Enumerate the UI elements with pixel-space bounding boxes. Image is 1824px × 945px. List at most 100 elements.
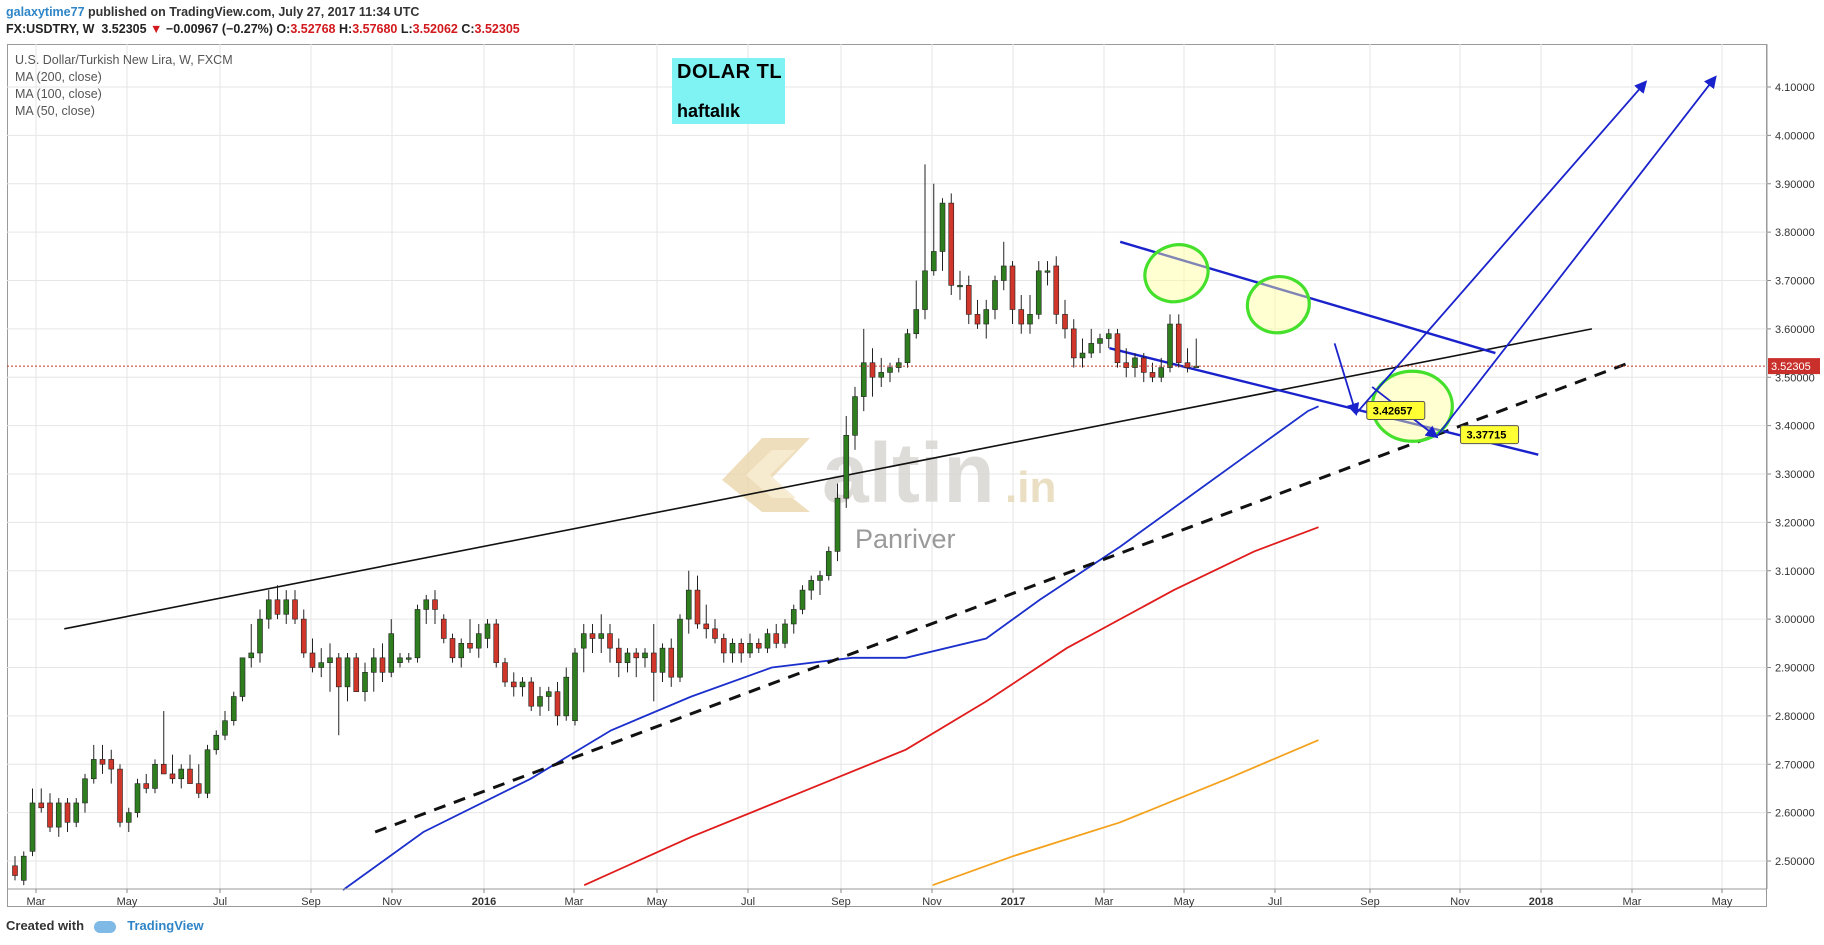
candle [563, 667, 570, 721]
candle [432, 590, 438, 624]
price-callout-label: 3.42657 [1373, 405, 1413, 417]
candle-body [878, 372, 885, 378]
watermark-logo-inner-icon [746, 450, 796, 498]
candle [292, 590, 298, 624]
candle [1027, 295, 1033, 334]
candle-body [187, 768, 193, 784]
quote-bar: FX:USDTRY, W 3.52305 ▼ −0.00967 (−0.27%)… [6, 21, 520, 37]
candle-body [922, 270, 928, 310]
price-callout-label: 3.37715 [1467, 430, 1507, 442]
candle-body [510, 681, 517, 688]
close-value: 3.52305 [474, 22, 520, 36]
candle [64, 798, 71, 832]
ma200-line [932, 739, 1319, 887]
candle-body [283, 599, 290, 615]
candles [12, 164, 1200, 886]
candle [73, 798, 80, 828]
watermark: altin .in Panriver [722, 426, 1056, 554]
text-annotation-box[interactable]: DOLAR TL haftalık [672, 58, 785, 124]
candle-body [1062, 314, 1068, 330]
tradingview-link[interactable]: TradingView [127, 918, 204, 933]
tradingview-cloud-icon [93, 920, 116, 933]
candle-body [1123, 362, 1130, 368]
candle [554, 682, 561, 726]
candle [213, 730, 220, 755]
candle [1132, 353, 1138, 378]
candle-body [668, 647, 675, 678]
candle-body [29, 802, 36, 852]
candle-body [55, 802, 62, 828]
y-tick-label: 3.00000 [1775, 614, 1815, 626]
candle-body [160, 763, 167, 775]
candle-body [860, 362, 867, 397]
candle-body [20, 855, 27, 881]
author-link[interactable]: galaxytime77 [6, 5, 85, 19]
chart-grid [7, 44, 1767, 889]
candle [615, 638, 622, 678]
candle [414, 604, 421, 663]
candle-body [1167, 323, 1173, 368]
close-label: C: [461, 22, 475, 36]
x-tick-label: Jul [1268, 896, 1282, 908]
candle [300, 609, 307, 658]
candle-body [1097, 338, 1103, 344]
annotation-line2: haftalık [677, 101, 741, 121]
candle [484, 619, 491, 649]
candle-body [1175, 323, 1182, 364]
candle-body [843, 434, 850, 499]
candle-body [370, 657, 377, 673]
candle-body [274, 599, 281, 615]
candle-body [440, 618, 447, 639]
candle-body [1088, 343, 1095, 354]
candle [738, 638, 745, 663]
candle-body [1140, 357, 1147, 373]
candle [458, 638, 465, 668]
candle [257, 609, 263, 663]
candle-body [423, 599, 430, 610]
candle [712, 619, 718, 644]
y-tick-label: 2.50000 [1775, 856, 1815, 868]
projection-arrow [1435, 75, 1717, 438]
last-price: 3.52305 [101, 22, 147, 36]
candle-body [292, 599, 298, 620]
candle-body [712, 628, 718, 639]
candle [764, 628, 771, 653]
candle [580, 623, 587, 673]
candle [598, 614, 605, 653]
candle [449, 633, 456, 663]
y-tick-label: 2.60000 [1775, 808, 1815, 820]
candle-body [143, 783, 150, 789]
trendlines [64, 240, 1630, 834]
candle-body [948, 202, 955, 286]
candle [55, 798, 62, 837]
candle [397, 652, 403, 668]
candle [475, 623, 482, 658]
candle [974, 299, 981, 329]
candle [204, 744, 211, 799]
axes: 2.50000 2.60000 2.70000 2.80000 2.90000 3.000… [7, 44, 1815, 908]
candle [327, 643, 333, 692]
x-tick-label: Jul [213, 896, 227, 908]
candle [493, 619, 500, 668]
candle [353, 652, 360, 692]
candle [720, 633, 727, 663]
candle-body [1105, 333, 1112, 339]
candle [1140, 353, 1147, 383]
watermark-brand: altin [822, 426, 995, 520]
legend-title: U.S. Dollar/Turkish New Lira, W, FXCM [15, 53, 233, 67]
candle [1114, 328, 1121, 368]
candle-body [178, 768, 185, 780]
candle-body [607, 633, 613, 649]
candle [790, 604, 797, 634]
candle [379, 643, 386, 683]
candle [370, 648, 377, 692]
candle-body [1114, 333, 1121, 364]
candle [1097, 333, 1103, 354]
candle [668, 638, 675, 687]
high-label: H: [338, 22, 353, 36]
candle [117, 764, 123, 828]
legend-ma50: MA (50, close) [15, 104, 95, 118]
candle-body [808, 580, 815, 591]
candle-body [195, 783, 202, 794]
